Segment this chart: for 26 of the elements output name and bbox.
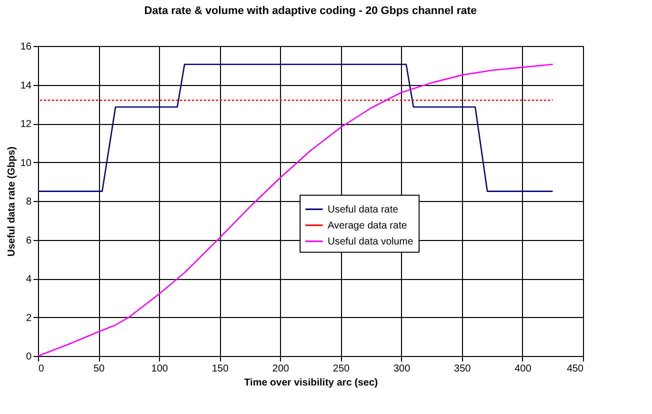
x-tick-label: 50 [93, 364, 106, 374]
x-tick-label: 100 [151, 364, 168, 374]
x-tick-label: 250 [332, 364, 350, 374]
x-tick-label: 200 [272, 364, 290, 374]
y-axis-title: Useful data rate (Gbps) [6, 146, 18, 257]
y-tick-label: 4 [26, 274, 32, 285]
y-tick-label: 0 [26, 352, 32, 362]
x-tick-label: 450 [566, 364, 584, 374]
y-tick-label: 16 [20, 42, 32, 52]
x-tick-label: 350 [454, 364, 472, 374]
legend-label: Useful data rate [328, 204, 399, 216]
x-tick-label: 0 [38, 364, 44, 374]
x-tick-label: 150 [212, 364, 229, 374]
x-tick-label: 300 [393, 364, 411, 374]
line-series [37, 64, 554, 357]
y-tick-label: 6 [26, 235, 32, 246]
y-tick-label: 8 [26, 196, 32, 208]
legend-label: Useful data volume [328, 236, 414, 248]
y-tick-label: 2 [26, 312, 32, 324]
chart-title: Data rate & volume with adaptive coding - 20 Gbps channel rate [144, 5, 477, 17]
x-axis-title: Time over visibility arc (sec) [244, 378, 378, 388]
y-tick-label: 10 [20, 158, 32, 169]
y-tick-label: 12 [20, 119, 32, 130]
x-tick-label: 400 [514, 364, 532, 374]
legend-label: Average data rate [328, 220, 408, 232]
y-tick-label: 14 [20, 80, 32, 92]
